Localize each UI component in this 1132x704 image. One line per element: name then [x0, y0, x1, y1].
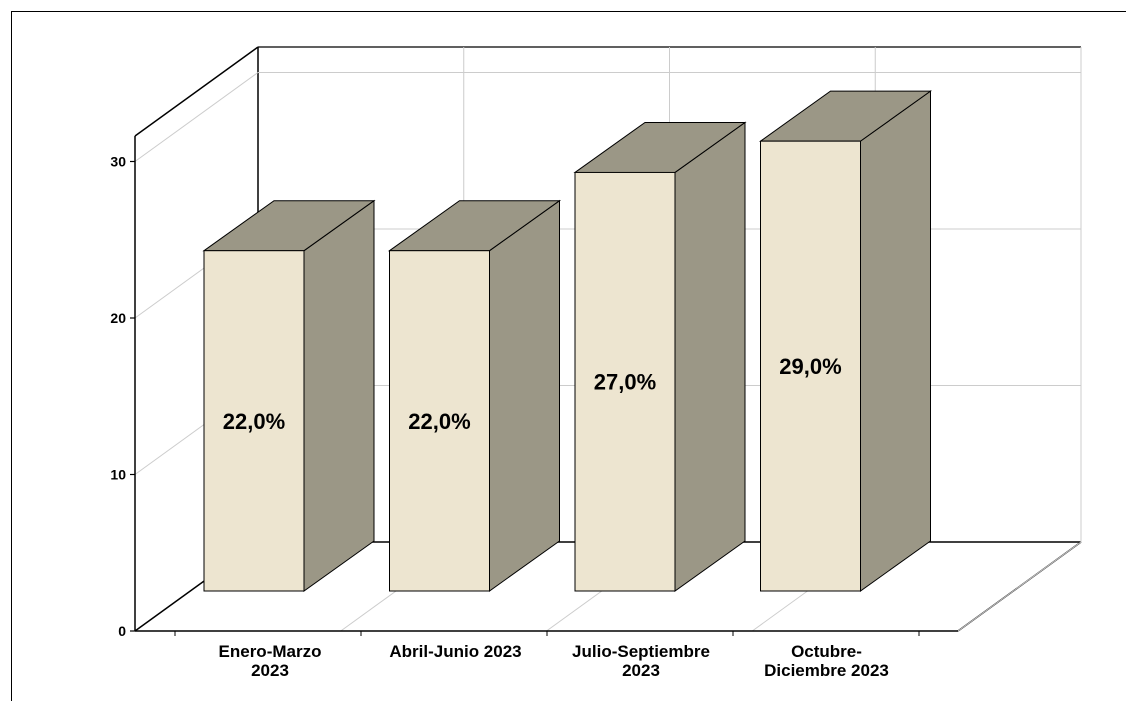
category-line: Diciembre 2023 — [764, 661, 889, 680]
y-tick-label: 0 — [118, 623, 126, 639]
chart-frame — [11, 11, 1126, 701]
category-line: 2023 — [622, 661, 660, 680]
y-tick-label: 20 — [110, 310, 126, 326]
bar-front — [574, 171, 676, 592]
bar: 29,0% — [758, 90, 933, 592]
bar-front — [389, 250, 490, 592]
category-label: Abril-Junio 2023 — [389, 642, 521, 661]
category-line: Julio-Septiembre — [572, 642, 710, 661]
category-line: Enero-Marzo — [219, 642, 322, 661]
category-label: Enero-Marzo 2023 — [219, 642, 322, 680]
category-line: Abril-Junio 2023 — [389, 642, 521, 661]
y-tick-label: 30 — [110, 154, 126, 170]
side-wall-top-edge — [134, 46, 259, 137]
data-label: 29,0% — [779, 354, 841, 379]
category-line: Octubre- — [791, 642, 862, 661]
y-tick-label: 10 — [110, 467, 126, 483]
grid-line-floor — [957, 541, 1082, 632]
bar: 27,0% — [573, 121, 747, 592]
bar-side — [860, 90, 931, 592]
bars: 22,0% 22,0% 27,0% 29,0% — [202, 90, 933, 592]
grid-line-side — [134, 72, 259, 162]
data-label: 22,0% — [223, 409, 285, 434]
category-label: Octubre-Diciembre 2023 — [764, 642, 889, 680]
bar-side — [303, 199, 375, 592]
data-label: 22,0% — [408, 409, 470, 434]
bar: 22,0% — [202, 199, 376, 592]
bar-side — [489, 199, 560, 592]
y-axis-ticks: 0 10 20 30 — [110, 154, 920, 639]
category-line: 2023 — [251, 661, 289, 680]
category-label: Julio-Septiembre 2023 — [572, 642, 710, 680]
bar-front — [760, 140, 861, 592]
bar: 22,0% — [387, 199, 562, 592]
bar-side — [674, 121, 746, 592]
data-label: 27,0% — [594, 370, 656, 395]
bar-front — [203, 250, 305, 592]
